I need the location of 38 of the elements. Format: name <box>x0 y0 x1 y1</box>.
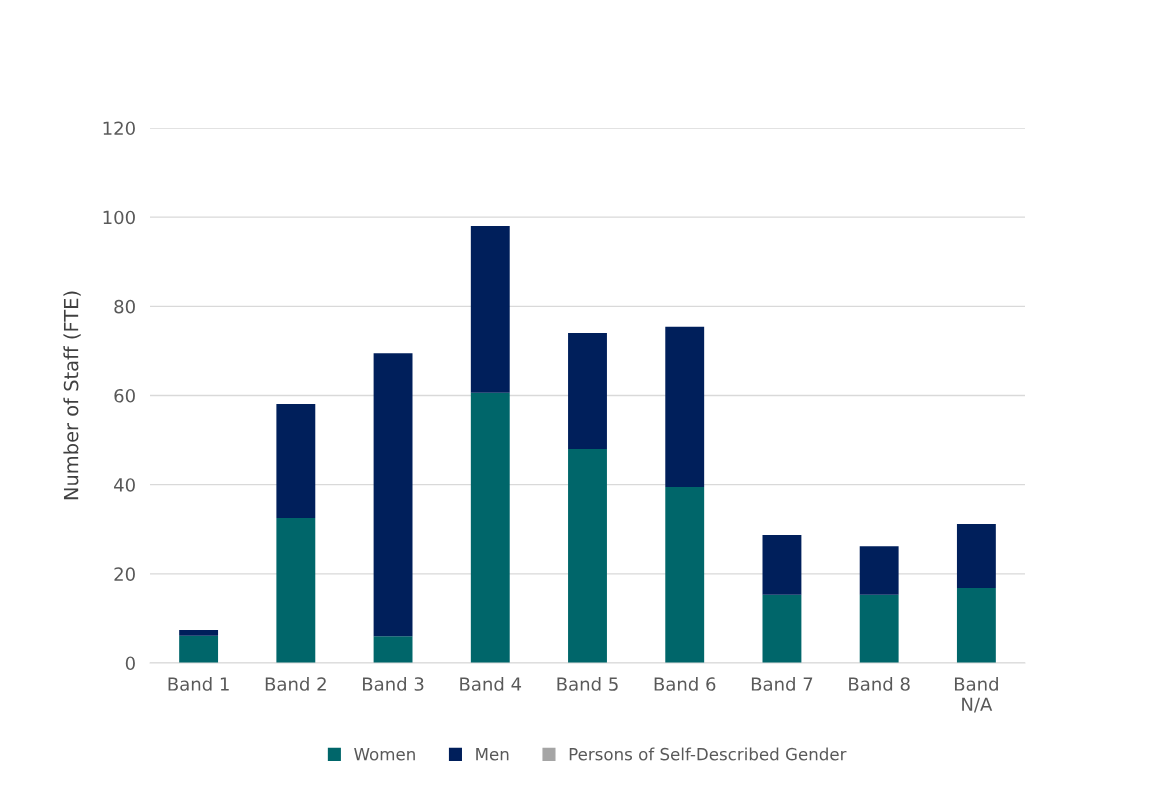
y-tick-label: 80 <box>114 299 135 314</box>
bar <box>276 518 316 663</box>
bar <box>568 449 607 663</box>
bar <box>568 333 607 449</box>
bar <box>665 326 705 487</box>
legend-label: Women <box>354 748 415 761</box>
bar <box>859 546 899 595</box>
legend-label: Men <box>476 748 509 761</box>
x-tick-label: Band N/A <box>954 676 998 713</box>
y-axis-title: Number of Staff (FTE) <box>63 291 81 500</box>
bar <box>665 486 705 663</box>
y-tick-label: 0 <box>125 656 135 671</box>
legend-label: Persons of Self-Described Gender <box>569 747 847 761</box>
x-tick-label: Band 8 <box>849 676 910 691</box>
x-tick-label: Band 5 <box>557 676 618 691</box>
bar <box>956 523 996 589</box>
y-tick-label: 100 <box>103 210 135 225</box>
x-tick-label: Band 1 <box>168 676 229 691</box>
x-tick-label: Band 6 <box>654 676 716 691</box>
bar <box>859 594 899 663</box>
bar <box>179 635 219 663</box>
bar <box>179 630 219 636</box>
x-tick-label: Band 4 <box>460 676 522 691</box>
bar <box>373 353 413 637</box>
y-tick-label: 120 <box>103 121 135 136</box>
bar <box>956 588 996 663</box>
bar <box>276 403 316 519</box>
x-tick-label: Band 7 <box>751 676 813 691</box>
bar <box>470 392 510 663</box>
y-tick-label: 60 <box>114 388 135 403</box>
y-tick-label: 40 <box>114 478 135 492</box>
x-tick-label: Band 2 <box>265 676 326 691</box>
bar <box>762 594 802 663</box>
bar <box>762 535 802 595</box>
bar <box>373 636 413 663</box>
bar <box>470 226 510 393</box>
y-tick-label: 20 <box>114 567 135 581</box>
x-tick-label: Band 3 <box>363 676 424 691</box>
